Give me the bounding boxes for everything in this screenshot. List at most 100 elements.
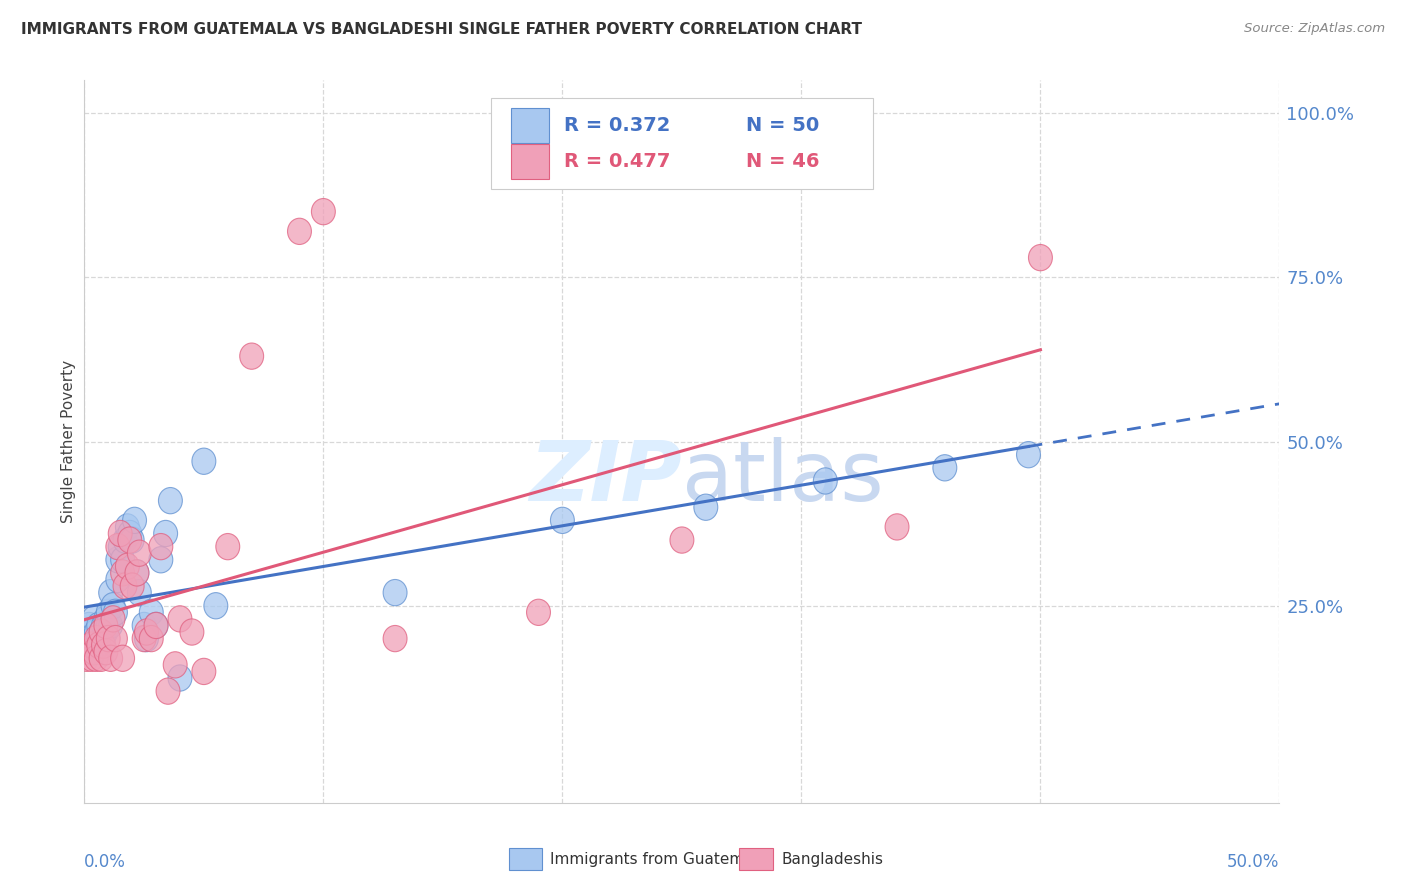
Ellipse shape [163,652,187,678]
Ellipse shape [180,619,204,645]
Ellipse shape [159,488,183,514]
Text: IMMIGRANTS FROM GUATEMALA VS BANGLADESHI SINGLE FATHER POVERTY CORRELATION CHART: IMMIGRANTS FROM GUATEMALA VS BANGLADESHI… [21,22,862,37]
Ellipse shape [193,448,217,475]
Ellipse shape [91,612,115,639]
Ellipse shape [75,625,98,652]
Ellipse shape [96,599,121,625]
Ellipse shape [84,619,108,645]
Ellipse shape [89,645,112,672]
FancyBboxPatch shape [740,848,773,870]
Ellipse shape [527,599,551,625]
Ellipse shape [80,639,104,665]
Ellipse shape [169,665,191,691]
Ellipse shape [87,625,111,652]
Ellipse shape [84,645,108,672]
Ellipse shape [125,560,149,586]
Ellipse shape [77,632,101,658]
Ellipse shape [96,625,121,652]
Ellipse shape [934,455,957,481]
Ellipse shape [80,632,104,658]
Ellipse shape [94,612,118,639]
Ellipse shape [80,645,104,672]
Ellipse shape [240,343,264,369]
Ellipse shape [108,533,132,560]
Ellipse shape [105,566,129,592]
Ellipse shape [139,625,163,652]
Ellipse shape [108,520,132,547]
Text: 50.0%: 50.0% [1227,854,1279,871]
Ellipse shape [80,619,104,645]
Ellipse shape [149,533,173,560]
Ellipse shape [121,573,145,599]
FancyBboxPatch shape [510,108,550,143]
Ellipse shape [111,560,135,586]
Ellipse shape [135,619,159,645]
Ellipse shape [98,580,122,606]
Ellipse shape [121,527,145,553]
Ellipse shape [132,625,156,652]
Ellipse shape [671,527,695,553]
Text: atlas: atlas [682,437,883,518]
Ellipse shape [115,553,139,580]
Ellipse shape [84,632,108,658]
Ellipse shape [87,632,111,658]
FancyBboxPatch shape [509,848,543,870]
FancyBboxPatch shape [510,145,550,179]
Ellipse shape [153,520,177,547]
Text: 0.0%: 0.0% [84,854,127,871]
Ellipse shape [125,560,149,586]
Ellipse shape [98,645,122,672]
Text: Bangladeshis: Bangladeshis [782,852,883,867]
FancyBboxPatch shape [491,98,873,189]
Ellipse shape [87,612,111,639]
Ellipse shape [91,625,115,652]
Ellipse shape [101,592,125,619]
Text: R = 0.477: R = 0.477 [564,153,671,171]
Ellipse shape [105,547,129,573]
Ellipse shape [135,625,159,652]
Ellipse shape [104,599,128,625]
Ellipse shape [94,606,118,632]
Ellipse shape [111,547,135,573]
Ellipse shape [217,533,240,560]
Ellipse shape [105,533,129,560]
Text: Immigrants from Guatemala: Immigrants from Guatemala [551,852,768,867]
Ellipse shape [94,619,118,645]
Ellipse shape [312,199,336,225]
Ellipse shape [132,612,156,639]
Ellipse shape [384,580,408,606]
Ellipse shape [551,508,575,533]
Ellipse shape [77,612,101,639]
Ellipse shape [89,619,112,645]
Ellipse shape [122,508,146,533]
Ellipse shape [91,632,115,658]
Ellipse shape [94,639,118,665]
Ellipse shape [695,494,718,520]
Ellipse shape [1017,442,1040,467]
Ellipse shape [82,606,105,632]
Text: N = 46: N = 46 [747,153,820,171]
Ellipse shape [118,527,142,553]
Ellipse shape [112,527,136,553]
Ellipse shape [156,678,180,705]
Ellipse shape [384,625,408,652]
Ellipse shape [118,520,142,547]
Ellipse shape [145,612,169,639]
Ellipse shape [89,632,112,658]
Ellipse shape [75,645,98,672]
Ellipse shape [84,625,108,652]
Text: Source: ZipAtlas.com: Source: ZipAtlas.com [1244,22,1385,36]
Ellipse shape [101,606,125,632]
Ellipse shape [77,639,101,665]
Ellipse shape [82,639,105,665]
Ellipse shape [115,514,139,540]
Text: N = 50: N = 50 [747,116,820,135]
Ellipse shape [149,547,173,573]
Y-axis label: Single Father Poverty: Single Father Poverty [60,360,76,523]
Ellipse shape [96,612,121,639]
Ellipse shape [128,580,152,606]
Text: ZIP: ZIP [529,437,682,518]
Ellipse shape [288,219,312,244]
Ellipse shape [128,540,152,566]
Text: R = 0.372: R = 0.372 [564,116,671,135]
